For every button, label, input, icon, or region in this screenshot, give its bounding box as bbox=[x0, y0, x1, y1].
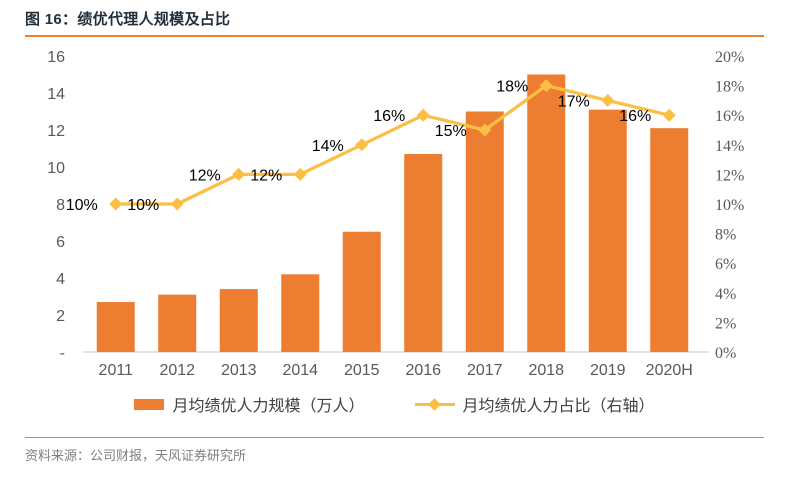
y-axis-right-tick: 2% bbox=[715, 315, 736, 332]
y-axis-left-tick: 12 bbox=[47, 123, 65, 140]
x-axis-tick: 2019 bbox=[590, 362, 626, 379]
source-note: 资料来源：公司财报，天风证券研究所 bbox=[25, 448, 247, 463]
line-marker-2019 bbox=[601, 93, 615, 107]
line-marker-2016 bbox=[416, 108, 430, 122]
y-axis-right-tick: 14% bbox=[715, 138, 744, 155]
title-divider bbox=[25, 35, 764, 37]
line-marker-2014 bbox=[293, 167, 307, 181]
x-axis-tick: 2015 bbox=[344, 362, 380, 379]
chart-area: - 2 4 6 8 10 12 14 16 0% 2% 4% 6% 8% 10% 12% 14% 16% 18% 20… bbox=[25, 40, 765, 388]
y-axis-right-tick: 20% bbox=[715, 49, 744, 66]
bar-2017 bbox=[465, 111, 504, 352]
y-axis-right-tick: 18% bbox=[715, 79, 744, 96]
bar-2020H bbox=[650, 128, 689, 352]
x-axis-tick: 2016 bbox=[405, 362, 441, 379]
data-label-2011: 10% bbox=[66, 197, 98, 214]
bar-2019 bbox=[588, 109, 627, 353]
data-label-2012: 10% bbox=[127, 197, 159, 214]
line-series-path bbox=[114, 83, 671, 206]
y-axis-left-tick: - bbox=[60, 345, 65, 362]
bar-2018 bbox=[527, 74, 566, 352]
data-label-2019: 17% bbox=[558, 93, 590, 110]
line-marker-2011 bbox=[109, 197, 123, 211]
data-label-2015: 14% bbox=[312, 138, 344, 155]
data-label-2013: 12% bbox=[189, 167, 221, 184]
diamond-marker-icon bbox=[427, 397, 441, 411]
y-axis-right-tick: 0% bbox=[715, 345, 736, 362]
data-label-2020H: 16% bbox=[619, 108, 651, 125]
y-axis-right-tick: 8% bbox=[715, 227, 736, 244]
line-marker-2015 bbox=[355, 138, 369, 152]
bar-2013 bbox=[219, 289, 258, 352]
bar-2014 bbox=[281, 274, 320, 352]
y-axis-left-tick: 16 bbox=[47, 49, 65, 66]
bar-2016 bbox=[404, 154, 443, 352]
line-marker-2013 bbox=[232, 167, 246, 181]
y-axis-right-tick: 16% bbox=[715, 108, 744, 125]
data-label-2017: 15% bbox=[435, 123, 467, 140]
x-axis-tick: 2012 bbox=[159, 362, 195, 379]
x-axis-tick: 2017 bbox=[467, 362, 503, 379]
data-label-2018: 18% bbox=[496, 79, 528, 96]
y-axis-left-tick: 14 bbox=[47, 86, 65, 103]
y-axis-left-tick: 2 bbox=[56, 308, 65, 325]
combo-chart: - 2 4 6 8 10 12 14 16 0% 2% 4% 6% 8% 10% 12% 14% 16% 18% 20… bbox=[47, 49, 744, 379]
x-axis-tick: 2014 bbox=[282, 362, 318, 379]
line-marker-2017 bbox=[478, 123, 492, 137]
x-axis-tick: 2013 bbox=[221, 362, 257, 379]
line-marker-2020H bbox=[662, 108, 676, 122]
x-axis-tick: 2020H bbox=[646, 362, 693, 379]
y-axis-left-tick: 10 bbox=[47, 160, 65, 177]
bar-series-swatch-icon bbox=[134, 398, 165, 410]
bar-2012 bbox=[158, 294, 197, 352]
bar-2015 bbox=[342, 231, 381, 352]
y-axis-left-tick: 4 bbox=[56, 271, 65, 288]
legend-item-bar-series: 月均绩优人力规模（万人） bbox=[134, 392, 365, 416]
legend-bar-label: 月均绩优人力规模（万人） bbox=[172, 398, 365, 415]
legend-line-label: 月均绩优人力占比（右轴） bbox=[462, 398, 655, 415]
line-marker-2018 bbox=[539, 79, 553, 93]
line-marker-2012 bbox=[170, 197, 184, 211]
figure-header: 图 16：绩优代理人规模及占比 bbox=[0, 0, 789, 29]
y-axis-right-tick: 4% bbox=[715, 286, 736, 303]
figure-title: 图 16：绩优代理人规模及占比 bbox=[25, 11, 231, 28]
bar-2011 bbox=[96, 302, 135, 352]
y-axis-right-tick: 10% bbox=[715, 197, 744, 214]
data-label-2014: 12% bbox=[250, 167, 282, 184]
y-axis-left-tick: 8 bbox=[56, 197, 65, 214]
y-axis-right-tick: 12% bbox=[715, 167, 744, 184]
x-axis-tick: 2018 bbox=[528, 362, 564, 379]
data-label-2016: 16% bbox=[373, 108, 405, 125]
line-series-swatch-icon bbox=[414, 397, 455, 411]
footer-divider bbox=[25, 437, 764, 438]
chart-legend: 月均绩优人力规模（万人） 月均绩优人力占比（右轴） bbox=[0, 392, 789, 416]
x-axis-tick: 2011 bbox=[99, 362, 134, 379]
legend-item-line-series: 月均绩优人力占比（右轴） bbox=[414, 392, 655, 416]
y-axis-left-tick: 6 bbox=[56, 234, 65, 251]
y-axis-right-tick: 6% bbox=[715, 256, 736, 273]
